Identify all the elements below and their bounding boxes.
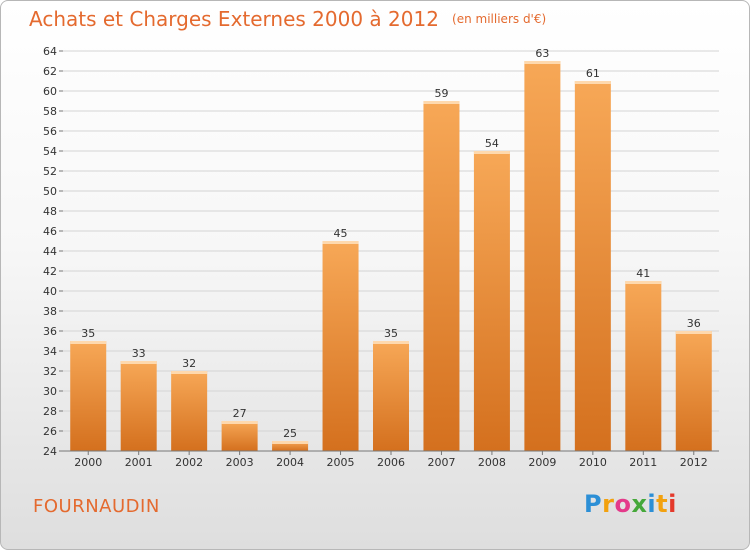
y-tick-label: 42 xyxy=(43,265,57,278)
bar xyxy=(272,441,309,451)
x-tick-label: 2012 xyxy=(680,456,708,469)
bar-highlight xyxy=(322,241,359,244)
data-labels: 35 33 32 27 25 45 35 59 54 63 61 41 36 xyxy=(81,47,701,440)
data-label: 41 xyxy=(636,267,650,280)
data-label: 36 xyxy=(687,317,701,330)
bar xyxy=(675,331,712,451)
logo-letter: o xyxy=(614,490,632,518)
logo-letter: i xyxy=(647,490,657,518)
bar xyxy=(625,281,662,451)
bar-highlight xyxy=(171,371,208,374)
proxiti-logo[interactable]: Proxiti xyxy=(584,490,677,518)
bar-highlight xyxy=(221,421,258,424)
x-tick-label: 2002 xyxy=(175,456,203,469)
chart-title: Achats et Charges Externes 2000 à 2012 (… xyxy=(29,7,546,31)
y-tick-label: 50 xyxy=(43,185,57,198)
bar-highlight xyxy=(675,331,712,334)
y-tick-label: 64 xyxy=(43,45,57,58)
logo-letter: t xyxy=(656,490,669,518)
bar-highlight xyxy=(423,101,460,104)
logo-letter: i xyxy=(668,490,677,518)
data-label: 59 xyxy=(434,87,448,100)
data-label: 27 xyxy=(233,407,247,420)
x-tick-label: 2003 xyxy=(226,456,254,469)
y-tick-label: 24 xyxy=(43,445,57,458)
bar xyxy=(221,421,258,451)
bar-highlight xyxy=(574,81,611,84)
data-label: 35 xyxy=(81,327,95,340)
y-tick-label: 36 xyxy=(43,325,57,338)
y-tick-label: 32 xyxy=(43,365,57,378)
bar-highlight xyxy=(473,151,510,154)
y-tick-label: 40 xyxy=(43,285,57,298)
bar xyxy=(473,151,510,451)
x-tick-label: 2011 xyxy=(629,456,657,469)
bar-highlight xyxy=(373,341,409,344)
data-label: 61 xyxy=(586,67,600,80)
y-tick-label: 28 xyxy=(43,405,57,418)
bar-highlight xyxy=(70,341,107,344)
y-tick-label: 58 xyxy=(43,105,57,118)
x-tick-label: 2000 xyxy=(74,456,102,469)
bar xyxy=(373,341,409,451)
bar xyxy=(70,341,107,451)
chart-title-unit: (en milliers d'€) xyxy=(452,12,547,26)
x-tick-label: 2001 xyxy=(125,456,153,469)
commune-name: FOURNAUDIN xyxy=(33,496,160,517)
x-axis-ticks: 2000 2001 2002 2003 2004 2005 2006 2007 2008 2009… xyxy=(74,451,708,469)
x-tick-label: 2009 xyxy=(528,456,556,469)
y-tick-label: 56 xyxy=(43,125,57,138)
bar xyxy=(171,371,208,451)
y-tick-label: 60 xyxy=(43,85,57,98)
x-tick-label: 2007 xyxy=(427,456,455,469)
logo-letter: r xyxy=(602,490,615,518)
logo-letter: x xyxy=(631,490,648,518)
data-label: 54 xyxy=(485,137,499,150)
logo-letter: P xyxy=(584,490,603,518)
y-tick-label: 26 xyxy=(43,425,57,438)
data-label: 35 xyxy=(384,327,398,340)
data-label: 33 xyxy=(132,347,146,360)
bar-highlight xyxy=(120,361,157,364)
data-label: 45 xyxy=(334,227,348,240)
bar xyxy=(524,61,561,451)
x-tick-label: 2005 xyxy=(327,456,355,469)
y-tick-label: 34 xyxy=(43,345,57,358)
bar xyxy=(574,81,611,451)
x-tick-label: 2006 xyxy=(377,456,405,469)
bar xyxy=(423,101,460,451)
chart-title-main: Achats et Charges Externes 2000 à 2012 xyxy=(29,7,439,31)
bars xyxy=(70,61,712,451)
y-tick-label: 48 xyxy=(43,205,57,218)
y-tick-label: 38 xyxy=(43,305,57,318)
y-axis-ticks: 24 26 28 30 32 34 36 38 40 42 44 46 48 50 52 54 56 58 60 62… xyxy=(43,45,63,458)
bar xyxy=(120,361,157,451)
y-tick-label: 44 xyxy=(43,245,57,258)
bar xyxy=(322,241,359,451)
bar-highlight xyxy=(625,281,662,284)
y-tick-label: 30 xyxy=(43,385,57,398)
y-tick-label: 46 xyxy=(43,225,57,238)
x-tick-label: 2008 xyxy=(478,456,506,469)
bar-highlight xyxy=(272,441,309,444)
y-tick-label: 54 xyxy=(43,145,57,158)
data-label: 32 xyxy=(182,357,196,370)
x-tick-label: 2010 xyxy=(579,456,607,469)
y-tick-label: 62 xyxy=(43,65,57,78)
data-label: 63 xyxy=(535,47,549,60)
x-tick-label: 2004 xyxy=(276,456,304,469)
y-tick-label: 52 xyxy=(43,165,57,178)
bar-highlight xyxy=(524,61,561,64)
data-label: 25 xyxy=(283,427,297,440)
